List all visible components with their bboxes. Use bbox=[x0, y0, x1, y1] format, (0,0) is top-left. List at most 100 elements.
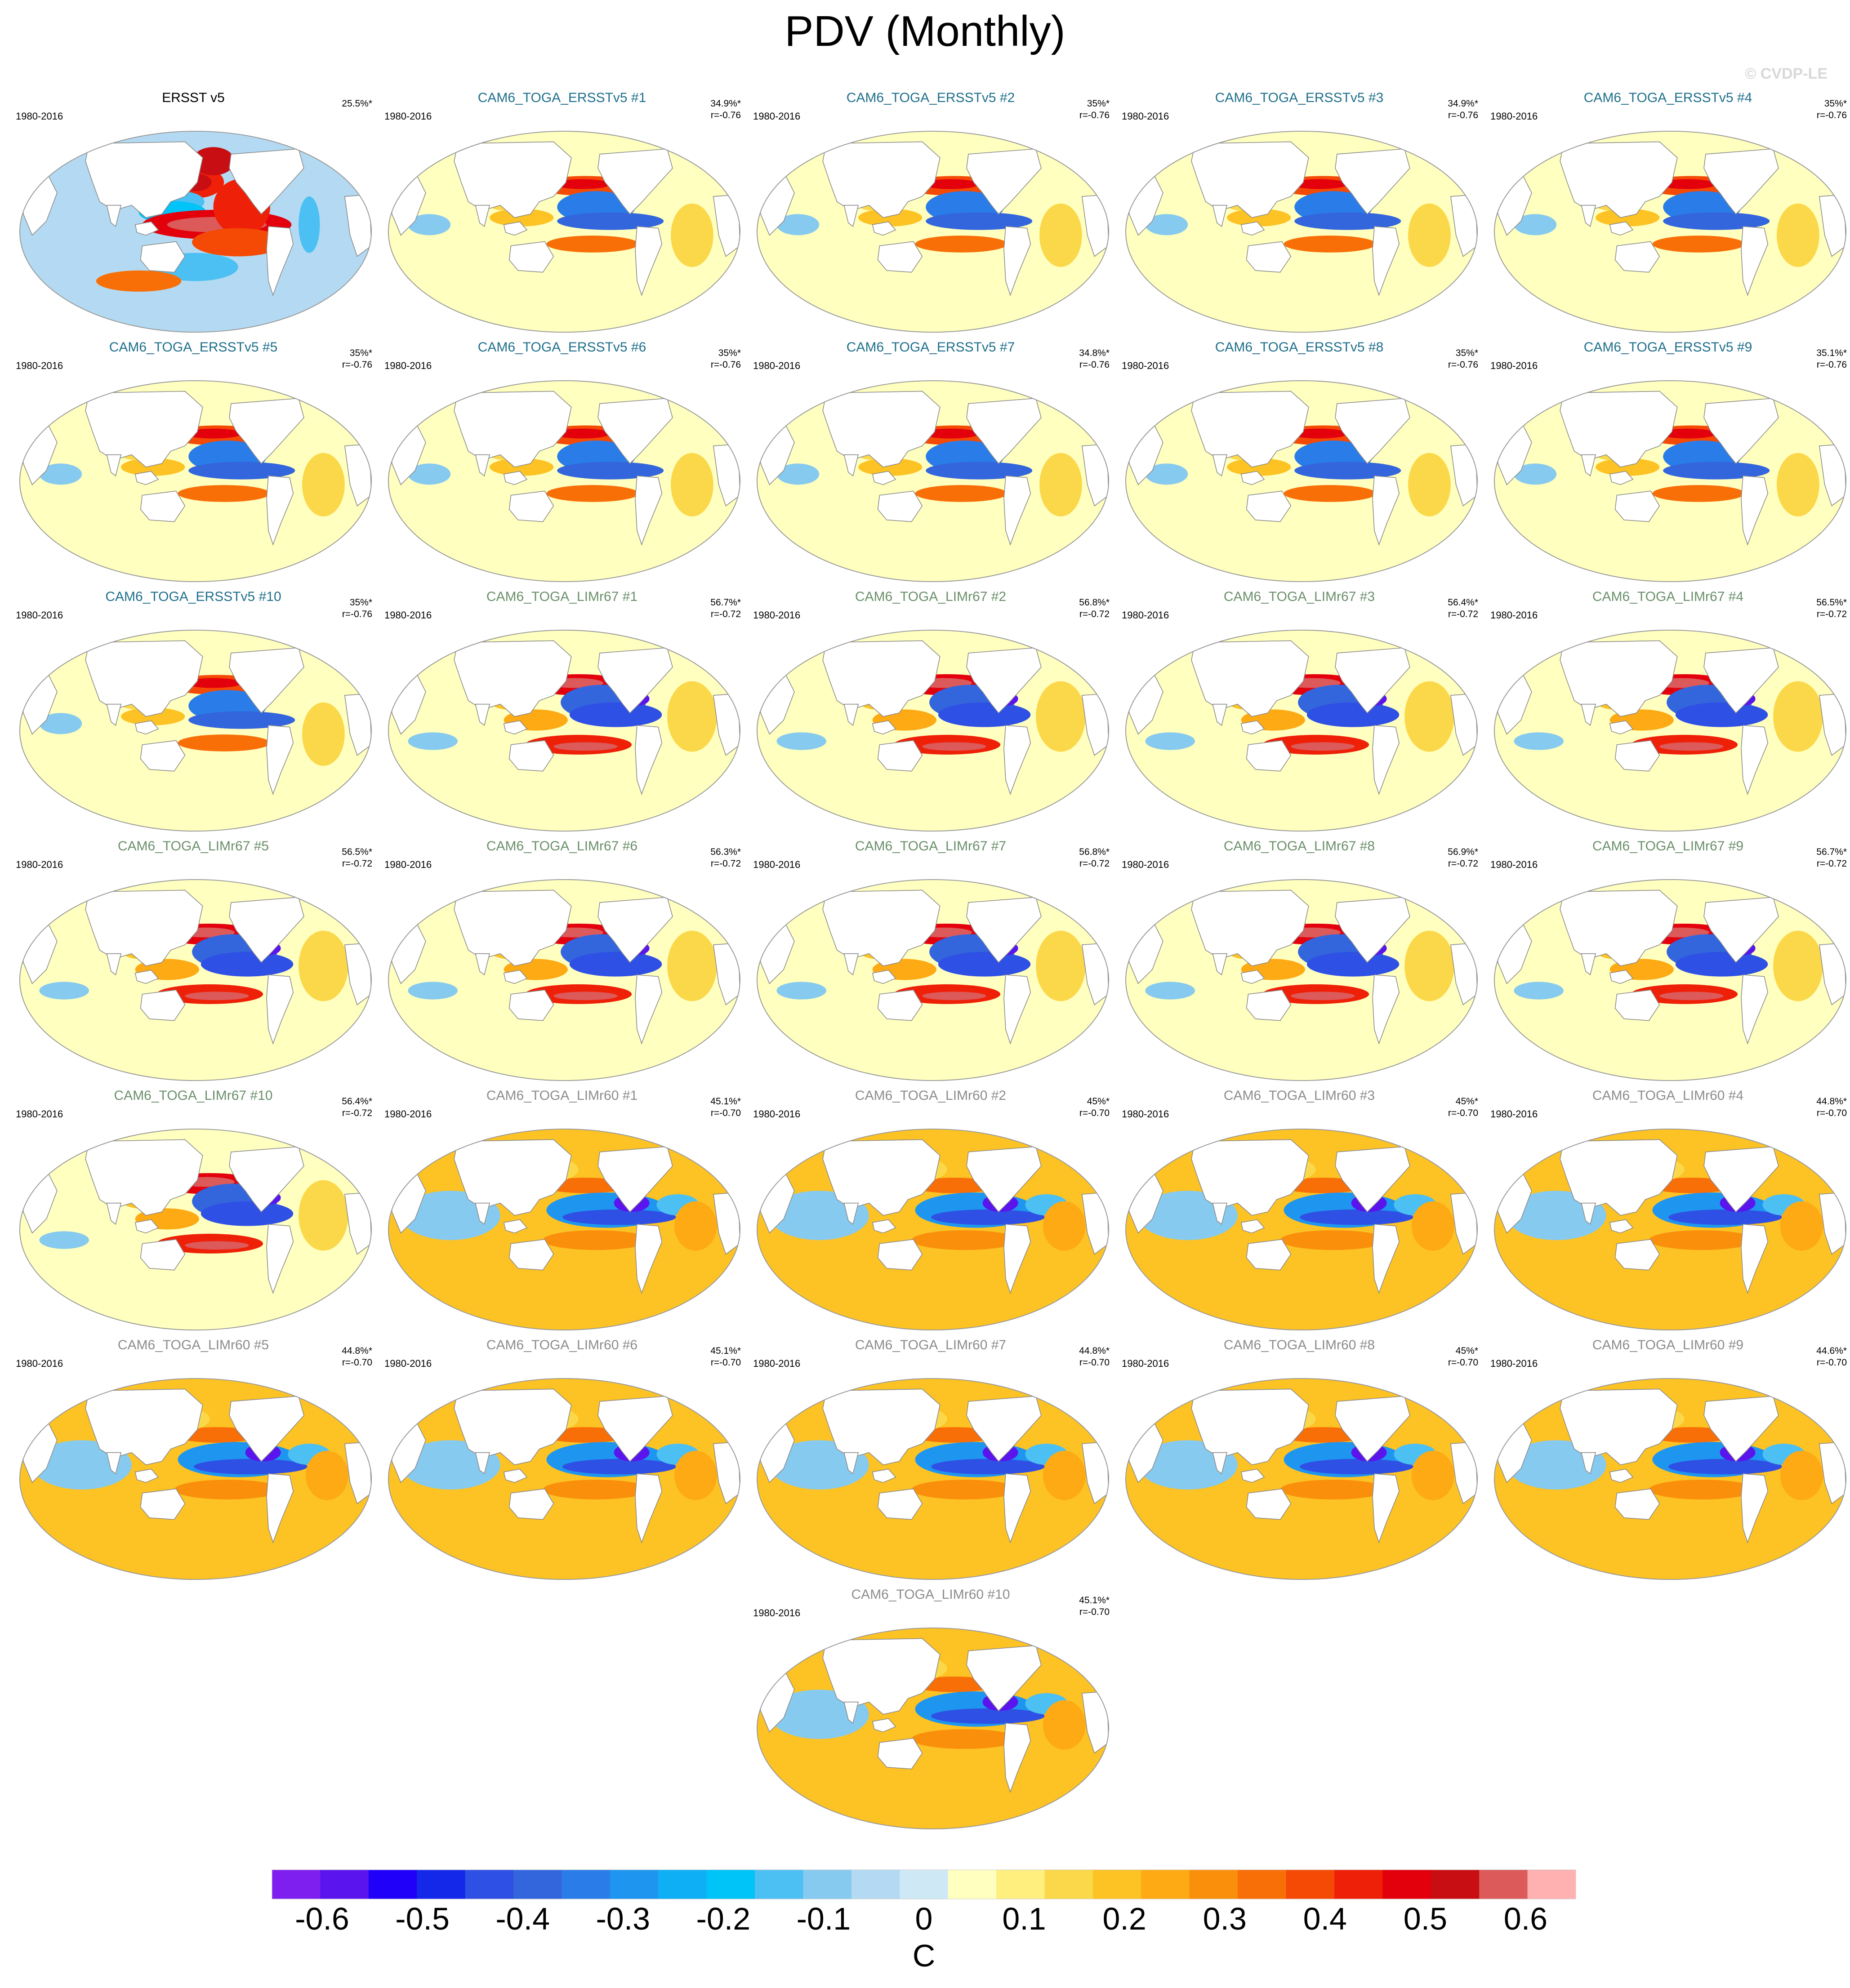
anomaly-region bbox=[1773, 681, 1823, 752]
panel-title: CAM6_TOGA_ERSSTv5 #2 bbox=[846, 90, 1015, 105]
land-asia bbox=[822, 640, 941, 717]
map-border bbox=[388, 380, 741, 583]
anomaly-region bbox=[1145, 463, 1188, 485]
anomaly-region bbox=[776, 463, 820, 485]
colorbar-swatch bbox=[755, 1870, 803, 1899]
anomaly-region bbox=[185, 428, 242, 439]
land-maritime bbox=[134, 1219, 159, 1234]
map-panel: CAM6_TOGA_LIMr67 #7 1980-2016 56.8%* r=-0.7… bbox=[746, 838, 1115, 1085]
anomaly-region bbox=[408, 982, 458, 1000]
anomaly-region bbox=[557, 212, 664, 230]
anomaly-region bbox=[553, 742, 618, 751]
panel-period: 1980-2016 bbox=[753, 360, 801, 371]
land-northAm bbox=[966, 1645, 1042, 1712]
land-asia bbox=[1191, 889, 1309, 966]
anomaly-region bbox=[305, 1450, 348, 1500]
map-panel: CAM6_TOGA_LIMr67 #1 1980-2016 56.7%* r=-0.7… bbox=[378, 589, 746, 836]
land-northAm bbox=[597, 1146, 673, 1213]
land-southAm bbox=[1741, 974, 1769, 1045]
land-southAm bbox=[635, 974, 663, 1045]
map-panel: CAM6_TOGA_LIMr60 #7 1980-2016 44.8%* r=-0.7… bbox=[746, 1337, 1115, 1584]
anomaly-region bbox=[178, 734, 270, 752]
map-border bbox=[1125, 629, 1478, 832]
land-india bbox=[843, 953, 859, 976]
land-asia bbox=[1191, 1388, 1309, 1465]
land-india bbox=[106, 1202, 122, 1225]
map-panel: CAM6_TOGA_ERSSTv5 #5 1980-2016 35%* r=-0.76 bbox=[9, 339, 378, 587]
land-australia bbox=[1614, 1239, 1660, 1271]
panel-pattern-correlation: r=-0.70 bbox=[1816, 1108, 1847, 1118]
land-maritime bbox=[872, 1219, 896, 1234]
map-panel: CAM6_TOGA_ERSSTv5 #4 1980-2016 35%* r=-0.76 bbox=[1484, 90, 1850, 337]
panel-pattern-correlation: r=-0.76 bbox=[342, 609, 372, 619]
colorbar-swatch bbox=[1238, 1870, 1287, 1899]
colorbar-tick-label: 0.1 bbox=[1002, 1901, 1046, 1936]
panel-variance-explained: 56.3%* bbox=[710, 847, 741, 857]
anomaly-region bbox=[1404, 930, 1454, 1001]
panel-pattern-correlation: r=-0.76 bbox=[1816, 360, 1847, 370]
map-plot bbox=[19, 629, 372, 832]
anomaly-region bbox=[1773, 930, 1823, 1001]
anomaly-region bbox=[671, 453, 713, 516]
land-southAm bbox=[1372, 1223, 1400, 1294]
map-panel: CAM6_TOGA_LIMr67 #10 1980-2016 56.4%* r=-0.… bbox=[9, 1088, 378, 1335]
panel-pattern-correlation: r=-0.72 bbox=[1816, 858, 1847, 869]
panel-period: 1980-2016 bbox=[753, 1108, 801, 1120]
anomaly-region bbox=[1291, 742, 1355, 751]
land-southAm bbox=[1372, 974, 1400, 1045]
map-panel: CAM6_TOGA_ERSSTv5 #1 1980-2016 34.9%* r=-0.… bbox=[378, 90, 746, 337]
panel-variance-explained: 44.8%* bbox=[1816, 1096, 1847, 1107]
map-plot bbox=[756, 380, 1110, 583]
land-northAm bbox=[966, 148, 1042, 215]
anomaly-region bbox=[671, 203, 713, 267]
land-asia bbox=[85, 1139, 203, 1216]
land-australia bbox=[877, 490, 923, 522]
anomaly-region bbox=[299, 1180, 348, 1251]
land-maritime bbox=[1240, 970, 1265, 984]
land-southAm bbox=[1003, 475, 1031, 546]
land-northAm bbox=[229, 1146, 304, 1213]
anomaly-region bbox=[1777, 453, 1819, 516]
panel-variance-explained: 56.5%* bbox=[342, 847, 372, 857]
anomaly-region bbox=[1291, 992, 1355, 1001]
panel-period: 1980-2016 bbox=[16, 1358, 63, 1369]
map-panel: CAM6_TOGA_LIMr67 #6 1980-2016 56.3%* r=-0.7… bbox=[378, 838, 746, 1085]
anomaly-region bbox=[922, 742, 986, 751]
land-asia bbox=[85, 391, 203, 467]
anomaly-region bbox=[569, 702, 662, 727]
anomaly-region bbox=[1408, 453, 1451, 516]
land-northAm bbox=[966, 398, 1042, 464]
panel-period: 1980-2016 bbox=[1490, 1108, 1538, 1120]
panel-variance-explained: 45%* bbox=[1087, 1096, 1110, 1107]
watermark: © CVDP-LE bbox=[1745, 65, 1828, 82]
anomaly-region bbox=[667, 681, 717, 752]
land-southAm bbox=[266, 1473, 294, 1544]
land-southAm bbox=[1003, 725, 1031, 796]
anomaly-region bbox=[1227, 458, 1291, 476]
land-southAm bbox=[1003, 226, 1031, 297]
land-maritime bbox=[134, 970, 159, 984]
land-australia bbox=[877, 989, 923, 1021]
anomaly-region bbox=[553, 428, 611, 439]
panel-variance-explained: 34.8%* bbox=[1079, 348, 1110, 358]
land-india bbox=[106, 1452, 122, 1475]
land-india bbox=[106, 205, 122, 227]
map-plot bbox=[388, 879, 741, 1081]
anomaly-region bbox=[1596, 458, 1660, 476]
land-maritime bbox=[134, 1468, 159, 1483]
land-maritime bbox=[1609, 471, 1634, 485]
map-border bbox=[756, 1627, 1110, 1830]
land-india bbox=[475, 454, 490, 477]
anomaly-region bbox=[408, 214, 451, 236]
map-panel: CAM6_TOGA_ERSSTv5 #6 1980-2016 35%* r=-0.76 bbox=[378, 339, 746, 587]
land-india bbox=[1212, 1202, 1228, 1225]
land-india bbox=[1581, 1452, 1596, 1475]
anomaly-region bbox=[1227, 209, 1291, 227]
map-border bbox=[19, 1128, 372, 1331]
land-maritime bbox=[1240, 1468, 1265, 1483]
panel-period: 1980-2016 bbox=[1490, 609, 1538, 621]
land-southAm bbox=[635, 1223, 663, 1294]
panel-variance-explained: 35.1%* bbox=[1816, 348, 1847, 358]
anomaly-region bbox=[188, 711, 295, 729]
panel-pattern-correlation: r=-0.76 bbox=[710, 360, 741, 370]
